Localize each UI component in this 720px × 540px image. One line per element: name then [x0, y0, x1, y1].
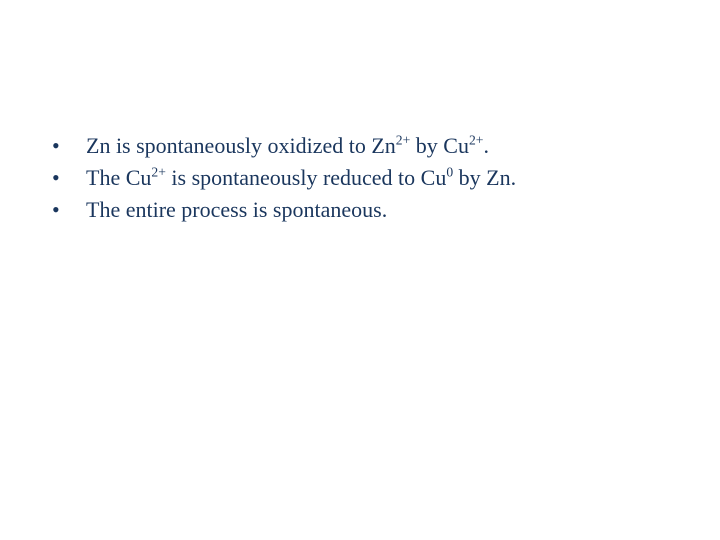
text-segment: Zn is spontaneously oxidized to Zn	[86, 133, 396, 158]
bullet-list: Zn is spontaneously oxidized to Zn2+ by …	[44, 130, 516, 226]
text-segment: The Cu	[86, 165, 151, 190]
superscript: 2+	[151, 165, 166, 180]
text-segment: The entire process is spontaneous.	[86, 197, 387, 222]
superscript: 2+	[469, 133, 484, 148]
text-segment: is spontaneously reduced to Cu	[166, 165, 446, 190]
slide: Zn is spontaneously oxidized to Zn2+ by …	[0, 0, 720, 540]
text-segment: .	[483, 133, 489, 158]
list-item: Zn is spontaneously oxidized to Zn2+ by …	[44, 130, 516, 162]
list-item: The Cu2+ is spontaneously reduced to Cu0…	[44, 162, 516, 194]
text-segment: by Zn.	[453, 165, 516, 190]
list-item: The entire process is spontaneous.	[44, 194, 516, 226]
text-segment: by Cu	[410, 133, 469, 158]
superscript: 2+	[396, 133, 411, 148]
